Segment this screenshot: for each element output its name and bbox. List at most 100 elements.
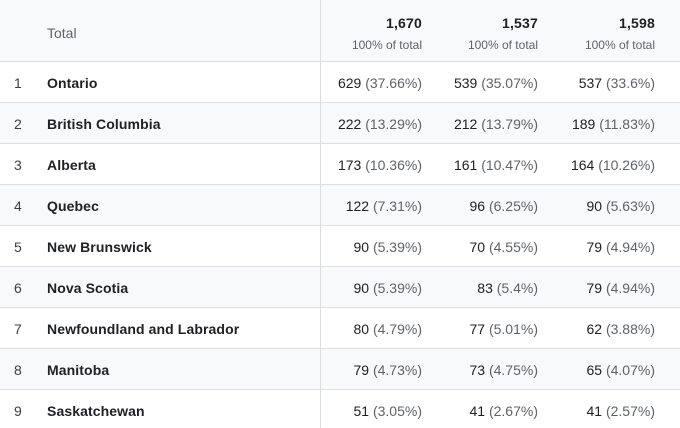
metric-percent: (4.94%) — [605, 279, 655, 296]
table-row[interactable]: 7 Newfoundland and Labrador 80 (4.79%) 77 (… — [0, 308, 680, 349]
metric-percent: (4.73%) — [372, 361, 422, 378]
row-metric-3: 41 (2.57%) — [587, 403, 656, 419]
row-metric-2: 212 (13.79%) — [454, 116, 538, 132]
metric-percent: (5.4%) — [496, 279, 538, 296]
row-metric-2: 41 (2.67%) — [470, 403, 539, 419]
row-metric-2: 161 (10.47%) — [454, 157, 538, 173]
metric-percent: (2.57%) — [605, 402, 655, 419]
row-metric-1: 79 (4.73%) — [354, 362, 423, 378]
metric-percent: (10.26%) — [598, 156, 655, 173]
header-col-2-total: 1,537 — [501, 15, 538, 31]
row-metric-2: 77 (5.01%) — [470, 321, 539, 337]
metric-value: 222 — [337, 115, 362, 132]
row-metric-2: 539 (35.07%) — [454, 75, 538, 91]
row-province-name: Nova Scotia — [47, 279, 129, 296]
row-index: 9 — [14, 402, 22, 419]
row-province-name: Saskatchewan — [47, 402, 145, 419]
metric-percent: (5.01%) — [488, 320, 538, 337]
header-col-1-total: 1,670 — [385, 15, 422, 31]
row-province-name: British Columbia — [47, 115, 161, 132]
table-row[interactable]: 3 Alberta 173 (10.36%) 161 (10.47%) 164 (10.… — [0, 144, 680, 185]
header-col-2-sub: 100% of total — [467, 38, 538, 52]
row-metric-3: 62 (3.88%) — [587, 321, 656, 337]
row-province-name: Ontario — [47, 74, 98, 91]
metric-value: 79 — [586, 279, 603, 296]
metric-percent: (4.79%) — [372, 320, 422, 337]
metric-percent: (37.66%) — [365, 74, 422, 91]
metric-value: 77 — [469, 320, 486, 337]
metric-percent: (35.07%) — [481, 74, 538, 91]
metric-value: 212 — [453, 115, 478, 132]
table-row[interactable]: 8 Manitoba 79 (4.73%) 73 (4.75%) 65 (4.07%) — [0, 349, 680, 390]
row-province-name: New Brunswick — [47, 238, 152, 255]
row-index: 1 — [14, 74, 22, 91]
metric-percent: (11.83%) — [599, 115, 655, 132]
metric-value: 173 — [337, 156, 362, 173]
header-col-1-sub: 100% of total — [351, 38, 422, 52]
row-metric-1: 80 (4.79%) — [354, 321, 423, 337]
metric-value: 537 — [578, 74, 603, 91]
metric-percent: (3.05%) — [372, 402, 422, 419]
row-metric-3: 164 (10.26%) — [571, 157, 655, 173]
metric-percent: (4.75%) — [488, 361, 538, 378]
row-metric-1: 51 (3.05%) — [354, 403, 423, 419]
row-metric-3: 90 (5.63%) — [587, 198, 656, 214]
metric-value: 629 — [337, 74, 362, 91]
header-divider — [0, 61, 680, 62]
row-metric-3: 65 (4.07%) — [587, 362, 656, 378]
row-index: 8 — [14, 361, 22, 378]
metric-value: 70 — [469, 238, 486, 255]
row-province-name: Manitoba — [47, 361, 110, 378]
metric-percent: (7.31%) — [372, 197, 422, 214]
row-index: 2 — [14, 115, 22, 132]
row-index: 3 — [14, 156, 22, 173]
metric-value: 41 — [586, 402, 603, 419]
row-province-name: Alberta — [47, 156, 96, 173]
table-row[interactable]: 1 Ontario 629 (37.66%) 539 (35.07%) 537 (33.… — [0, 62, 680, 103]
metric-value: 90 — [353, 238, 370, 255]
metric-percent: (5.63%) — [605, 197, 655, 214]
row-divider — [0, 348, 680, 349]
metric-value: 80 — [353, 320, 370, 337]
metric-value: 189 — [571, 115, 596, 132]
metric-percent: (3.88%) — [605, 320, 655, 337]
metric-value: 539 — [453, 74, 478, 91]
row-divider — [0, 307, 680, 308]
row-metric-1: 629 (37.66%) — [338, 75, 422, 91]
row-metric-3: 79 (4.94%) — [587, 280, 656, 296]
table-row[interactable]: 9 Saskatchewan 51 (3.05%) 41 (2.67%) 41 (2.5… — [0, 390, 680, 428]
table-row[interactable]: 2 British Columbia 222 (13.29%) 212 (13.79%… — [0, 103, 680, 144]
metric-percent: (10.36%) — [365, 156, 422, 173]
metric-percent: (4.94%) — [605, 238, 655, 255]
metric-value: 79 — [353, 361, 370, 378]
table-row[interactable]: 5 New Brunswick 90 (5.39%) 70 (4.55%) 79 (4.… — [0, 226, 680, 267]
row-metric-2: 70 (4.55%) — [470, 239, 539, 255]
row-divider — [0, 102, 680, 103]
header-col-1: 1,670 100% of total — [306, 0, 422, 62]
table-header: Total 1,670 100% of total 1,537 100% of … — [0, 0, 680, 62]
metric-percent: (5.39%) — [372, 279, 422, 296]
row-metric-3: 537 (33.6%) — [579, 75, 655, 91]
metric-value: 65 — [586, 361, 603, 378]
row-divider — [0, 225, 680, 226]
metric-percent: (13.29%) — [365, 115, 422, 132]
row-metric-2: 96 (6.25%) — [470, 198, 539, 214]
row-metric-1: 90 (5.39%) — [354, 239, 423, 255]
row-metric-1: 122 (7.31%) — [346, 198, 422, 214]
row-metric-2: 73 (4.75%) — [470, 362, 539, 378]
row-metric-1: 173 (10.36%) — [338, 157, 422, 173]
table-row[interactable]: 4 Quebec 122 (7.31%) 96 (6.25%) 90 (5.63%) — [0, 185, 680, 226]
row-divider — [0, 389, 680, 390]
metric-percent: (4.55%) — [488, 238, 538, 255]
header-col-3: 1,598 100% of total — [539, 0, 655, 62]
metric-percent: (33.6%) — [605, 74, 655, 91]
total-label: Total — [47, 25, 77, 41]
column-divider — [320, 0, 321, 428]
metric-percent: (5.39%) — [372, 238, 422, 255]
table-row[interactable]: 6 Nova Scotia 90 (5.39%) 83 (5.4%) 79 (4.94%… — [0, 267, 680, 308]
row-metric-2: 83 (5.4%) — [477, 280, 538, 296]
row-divider — [0, 266, 680, 267]
row-province-name: Quebec — [47, 197, 99, 214]
header-col-3-total: 1,598 — [618, 15, 655, 31]
